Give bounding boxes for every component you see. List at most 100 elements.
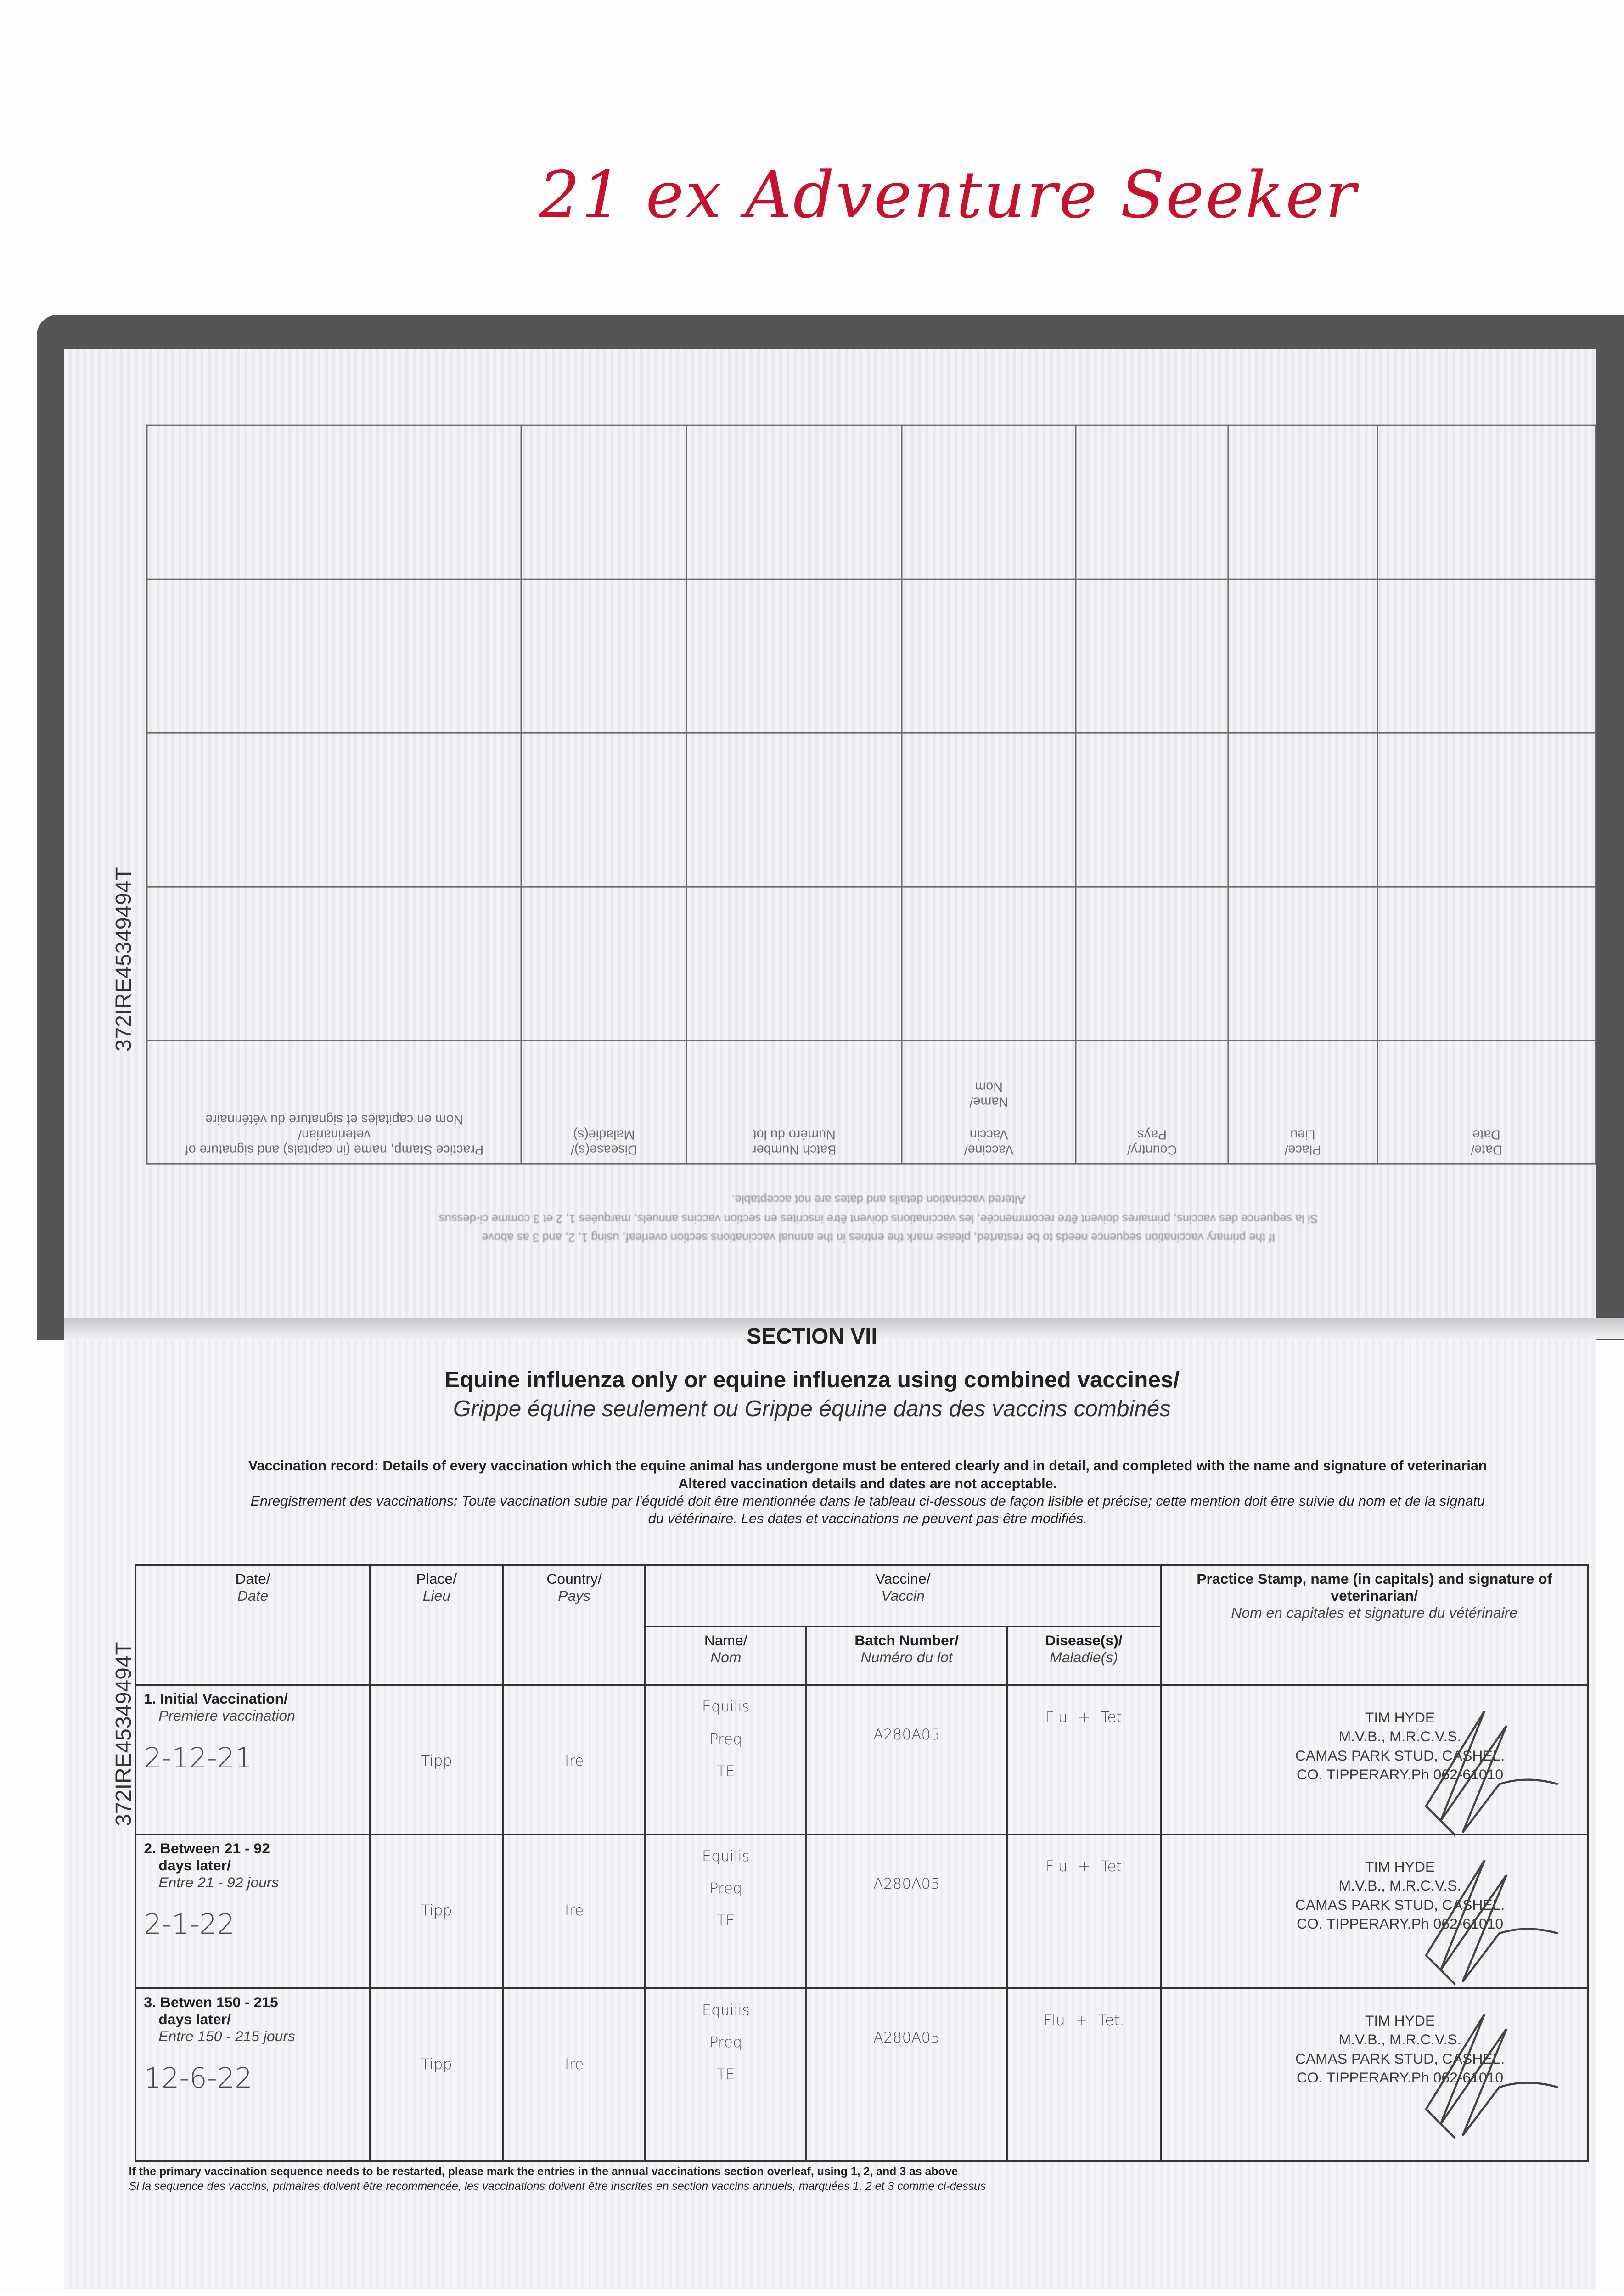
section-label: SECTION VII bbox=[747, 1324, 877, 1349]
section-title: Equine influenza only or equine influenz… bbox=[444, 1367, 1180, 1392]
vaccine-name-value: Equilis Preq TE bbox=[644, 1987, 808, 2162]
flip-row bbox=[147, 579, 1596, 733]
stamp-line: TIM HYDE bbox=[1365, 1709, 1435, 1726]
handwritten-title: 21 ex Adventure Seeker bbox=[539, 158, 1358, 233]
dose-label-2: days later/ bbox=[158, 2010, 231, 2027]
table-header-row: Date/Date Place/Lieu Country/Pays Vaccin… bbox=[135, 1564, 1589, 1686]
stamp-line: TIM HYDE bbox=[1365, 2012, 1435, 2029]
text: Country/ bbox=[1127, 1142, 1177, 1157]
text: Vaccine/ bbox=[875, 1570, 931, 1587]
text: Practice Stamp, name (in capitals) and s… bbox=[185, 1127, 484, 1157]
place-value: Tipp bbox=[369, 1684, 504, 1836]
passport-id-lower: 372IRE45349494T bbox=[112, 1642, 136, 1827]
diseases-value: Flu + Tet. bbox=[1006, 1987, 1162, 2162]
date-header: Date/Date bbox=[135, 1564, 371, 1686]
stamp-line: TIM HYDE bbox=[1365, 1858, 1435, 1875]
text: Country/ bbox=[546, 1570, 602, 1587]
stamp-line: M.V.B., M.R.C.V.S. bbox=[1338, 1877, 1461, 1894]
text: If the primary vaccination sequence need… bbox=[482, 1231, 1276, 1244]
text: Altered vaccination details and dates ar… bbox=[678, 1475, 1057, 1491]
place-value: Tipp bbox=[369, 1834, 504, 1989]
previous-page-table-upside-down: Date/Date Place/Lieu Country/Pays Vaccin… bbox=[146, 425, 1596, 1165]
stamp-line: M.V.B., M.R.C.V.S. bbox=[1338, 1728, 1461, 1745]
dose-cell: 2. Between 21 - 92 days later/Entre 21 - … bbox=[135, 1834, 371, 1989]
name-header: Name/Nom bbox=[644, 1626, 808, 1686]
flip-place-header: Place/Lieu bbox=[1228, 1041, 1377, 1164]
text: Maladie(s) bbox=[1050, 1649, 1118, 1666]
text: Disease(s)/ bbox=[570, 1142, 637, 1157]
text: Date/ bbox=[235, 1570, 270, 1587]
text: du vétérinaire. Les dates et vaccination… bbox=[648, 1511, 1087, 1527]
text: Lieu bbox=[422, 1587, 450, 1604]
text: Pays bbox=[1137, 1127, 1167, 1142]
flip-row bbox=[147, 887, 1596, 1041]
flip-country-header: Country/Pays bbox=[1076, 1041, 1228, 1164]
previous-page bbox=[64, 349, 1596, 1333]
text: Vaccine/ bbox=[964, 1142, 1014, 1157]
table-row: 2. Between 21 - 92 days later/Entre 21 - … bbox=[135, 1834, 1589, 1989]
batch-number-value: A280A05 bbox=[805, 1684, 1008, 1836]
flip-date-header: Date/Date bbox=[1377, 1041, 1596, 1164]
vaccination-record-instructions: Vaccination record: Details of every vac… bbox=[139, 1457, 1596, 1527]
country-header: Country/Pays bbox=[502, 1564, 646, 1686]
vaccine-header: Vaccine/Vaccin bbox=[644, 1564, 1162, 1628]
flip-stamp-header: Practice Stamp, name (in capitals) and s… bbox=[147, 1041, 522, 1164]
date-value: 12-6-22 bbox=[144, 2062, 253, 2094]
text: Nom bbox=[710, 1649, 742, 1666]
batch-number-value: A280A05 bbox=[805, 1987, 1008, 2162]
text: Enregistrement des vaccinations: bbox=[250, 1493, 458, 1509]
passport-id-upper: 372IRE45349494T bbox=[112, 867, 136, 1052]
flip-row bbox=[147, 425, 1596, 580]
section-title-fr: Grippe équine seulement ou Grippe équine… bbox=[453, 1396, 1171, 1422]
page-fold bbox=[64, 1318, 1624, 1339]
text: Altered vaccination details and dates ar… bbox=[731, 1193, 1026, 1206]
text: Maladie(s) bbox=[573, 1127, 635, 1142]
text: Batch Number bbox=[752, 1142, 837, 1157]
dose-label-2: days later/ bbox=[158, 1857, 231, 1874]
vet-stamp: TIM HYDE M.V.B., M.R.C.V.S. CAMAS PARK STU… bbox=[1159, 1987, 1589, 2162]
country-value: Ire bbox=[502, 1834, 646, 1989]
flip-row bbox=[147, 733, 1596, 887]
text: Place/ bbox=[416, 1570, 457, 1587]
text: Nom en capitales et signature du vétérin… bbox=[1231, 1604, 1518, 1621]
table-body: 1. Initial Vaccination/Premiere vaccinat… bbox=[135, 1684, 1589, 2162]
date-value: 2-1-22 bbox=[144, 1908, 235, 1941]
flip-diseases-header: Disease(s)/Maladie(s) bbox=[521, 1041, 687, 1164]
text: Lieu bbox=[1290, 1127, 1315, 1142]
diseases-value: Flu + Tet bbox=[1006, 1834, 1162, 1989]
text: Vaccin bbox=[881, 1587, 925, 1604]
country-value: Ire bbox=[502, 1684, 646, 1836]
batch-header: Batch Number/Numéro du lot bbox=[805, 1626, 1008, 1686]
vaccine-name-value: Equilis Preq TE bbox=[644, 1834, 808, 1989]
table-row: 1. Initial Vaccination/Premiere vaccinat… bbox=[135, 1684, 1589, 1836]
diseases-value: Flu + Tet bbox=[1006, 1684, 1162, 1836]
dose-label-fr: Entre 150 - 215 jours bbox=[158, 2027, 295, 2044]
text: Si la sequence des vaccins, primaires do… bbox=[129, 2179, 986, 2193]
previous-page-notes-upside-down: If the primary vaccination sequence need… bbox=[219, 1189, 1537, 1246]
vet-signature bbox=[1424, 1710, 1558, 1836]
country-value: Ire bbox=[502, 1987, 646, 2162]
text: Si la sequence des vaccins, primaires do… bbox=[439, 1211, 1319, 1225]
text: Nom en capitales et signature du vétérin… bbox=[205, 1112, 463, 1127]
vet-signature bbox=[1424, 1860, 1558, 1986]
text: Nom bbox=[975, 1079, 1003, 1094]
vet-signature bbox=[1424, 2014, 1558, 2139]
text: Numéro du lot bbox=[860, 1649, 953, 1666]
flip-name-header: Vaccine/Vaccin Name/Nom bbox=[902, 1041, 1076, 1164]
text: Date bbox=[1472, 1127, 1500, 1142]
flip-batch-header: Batch Number Numéro du lot bbox=[686, 1041, 902, 1164]
text: Place/ bbox=[1284, 1142, 1321, 1157]
table-subheader-row: Name/Nom Batch Number/Numéro du lot Dise… bbox=[135, 1626, 1588, 1686]
text: Vaccin bbox=[969, 1127, 1008, 1142]
dose-cell: 1. Initial Vaccination/Premiere vaccinat… bbox=[135, 1684, 371, 1836]
place-value: Tipp bbox=[369, 1987, 504, 2162]
vaccine-name-value: Equilis Preq TE bbox=[644, 1684, 808, 1836]
practice-stamp-header: Practice Stamp, name (in capitals) and s… bbox=[1159, 1564, 1589, 1686]
place-header: Place/Lieu bbox=[369, 1564, 504, 1686]
text: Numéro du lot bbox=[753, 1127, 836, 1142]
text: Batch Number/ bbox=[854, 1632, 959, 1649]
date-value: 2-12-21 bbox=[144, 1742, 253, 1774]
vaccination-table: Date/Date Place/Lieu Country/Pays Vaccin… bbox=[135, 1564, 1589, 2162]
batch-number-value: A280A05 bbox=[805, 1834, 1008, 1989]
